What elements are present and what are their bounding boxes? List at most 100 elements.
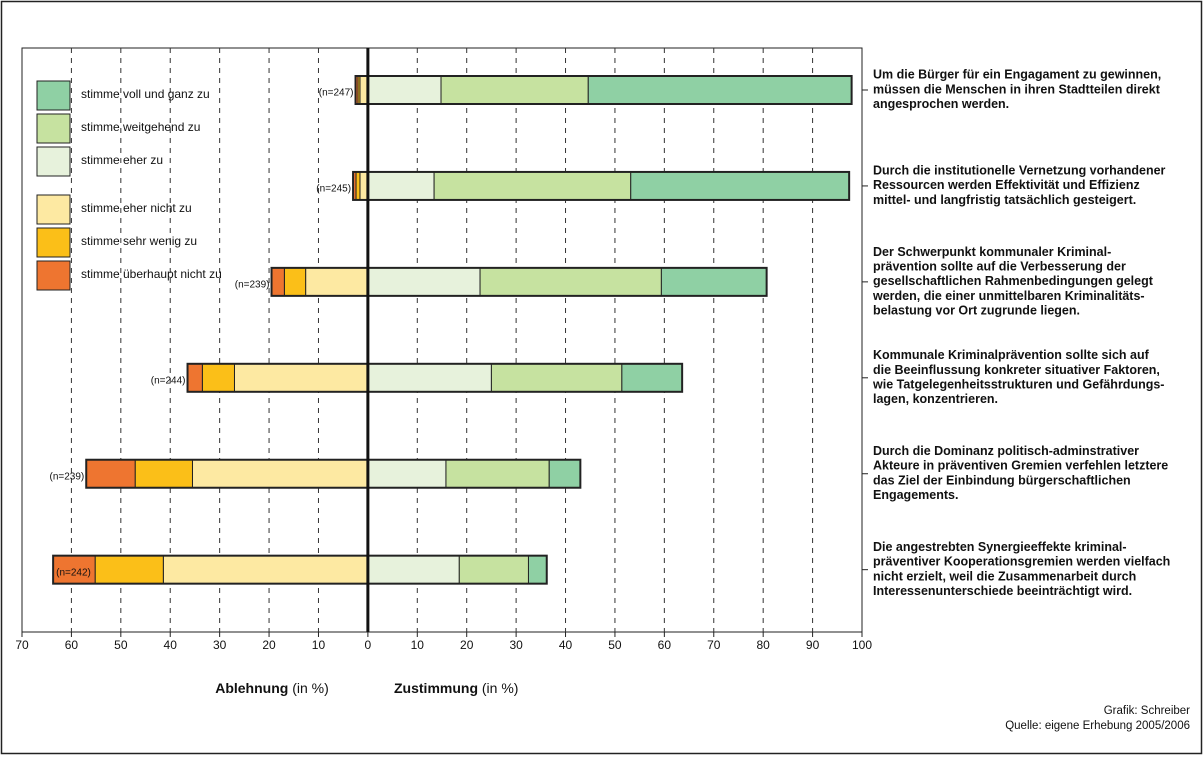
bar-segment xyxy=(94,555,164,585)
x-tick-label: 70 xyxy=(15,638,29,652)
x-label-unit: (in %) xyxy=(292,680,329,696)
x-label-negative: Ablehnung (in %) xyxy=(215,680,329,696)
legend-swatch xyxy=(36,260,71,291)
bar-segment xyxy=(587,75,853,105)
bar-segment xyxy=(367,267,481,297)
x-tick-label: 50 xyxy=(114,638,128,652)
n-label: (n=247) xyxy=(319,88,354,99)
bar-outline xyxy=(186,362,684,393)
plot-frame xyxy=(21,47,863,633)
bar-segment xyxy=(445,459,550,489)
statement-line: das Ziel der Einbindung bürgerschaftlich… xyxy=(873,473,1131,487)
bar-segment xyxy=(162,555,369,585)
n-label: (n=242) xyxy=(56,567,91,578)
bar-segment xyxy=(85,459,136,489)
statement-line: müssen die Menschen in ihren Stadtteilen… xyxy=(873,82,1161,96)
bar-outline xyxy=(354,75,853,105)
bar-segment xyxy=(52,555,96,585)
x-tick-label: 30 xyxy=(509,638,523,652)
bar-segment xyxy=(367,75,442,105)
bar-segment xyxy=(134,459,193,489)
legend-swatch xyxy=(36,80,71,111)
statement-line: lagen, konzentrieren. xyxy=(873,392,998,406)
x-tick-label: 0 xyxy=(365,638,372,652)
bar-segment xyxy=(490,363,623,393)
bar-segment xyxy=(187,363,203,393)
statement-line: prävention sollte auf die Verbesserung d… xyxy=(873,260,1126,274)
bar-segment xyxy=(367,459,447,489)
x-tick-label: 60 xyxy=(658,638,672,652)
bar-segment xyxy=(283,267,307,297)
statement-line: Um die Bürger für ein Engagament zu gewi… xyxy=(873,68,1161,82)
bar-segment xyxy=(527,555,548,585)
x-tick-label: 60 xyxy=(65,638,79,652)
credit: Quelle: eigene Erhebung 2005/2006 xyxy=(1005,720,1190,732)
statement-line: angesprochen werden. xyxy=(873,97,1009,111)
statement-line: Ressourcen werden Effektivität und Effiz… xyxy=(873,178,1140,192)
x-label-bold: Zustimmung xyxy=(394,680,478,696)
legend-swatch xyxy=(36,227,71,258)
statement-line: die Beeinflussung konkreter situativer F… xyxy=(873,363,1160,377)
bar-segment xyxy=(191,459,369,489)
bar-segment xyxy=(621,363,683,393)
legend-label: stimme voll und ganz zu xyxy=(81,87,210,101)
n-label: (n=239) xyxy=(235,280,270,291)
legend-label: stimme überhaupt nicht zu xyxy=(81,267,222,281)
bar-segment xyxy=(440,75,589,105)
x-tick-label: 70 xyxy=(707,638,721,652)
x-label-unit: (in %) xyxy=(482,680,519,696)
bar-segment xyxy=(271,267,285,297)
legend-label: stimme weitgehend zu xyxy=(81,120,200,134)
x-tick-label: 20 xyxy=(262,638,276,652)
n-label: (n=244) xyxy=(151,375,186,386)
x-tick-label: 80 xyxy=(756,638,770,652)
x-tick-label: 90 xyxy=(806,638,820,652)
statement-line: mittel- und langfristig tatsächlich gest… xyxy=(873,193,1136,207)
x-tick-label: 50 xyxy=(608,638,622,652)
x-label-bold: Ablehnung xyxy=(215,680,288,696)
legend-label: stimme eher zu xyxy=(81,153,163,167)
bar-segment xyxy=(367,171,435,201)
bar-segment xyxy=(479,267,662,297)
statement-line: Die angestrebten Synergieeffekte krimina… xyxy=(873,540,1127,554)
bar-segment xyxy=(367,555,460,585)
legend-swatch xyxy=(36,113,71,144)
statement-line: Engagements. xyxy=(873,488,958,502)
n-label: (n=239) xyxy=(49,471,84,482)
bar-segment xyxy=(355,171,361,201)
statement-line: belastung vor Ort zugrunde liegen. xyxy=(873,303,1080,317)
statement-line: Durch die Dominanz politisch-adminstrati… xyxy=(873,444,1139,458)
x-tick-label: 10 xyxy=(312,638,326,652)
statement-line: präventiver Kooperationsgremien werden v… xyxy=(873,555,1170,569)
statement-line: Durch die institutionelle Vernetzung vor… xyxy=(873,164,1166,178)
bar-segment xyxy=(660,267,768,297)
credit: Grafik: Schreiber xyxy=(1104,705,1190,717)
statement-line: Interessenunterschiede beeinträchtigt wi… xyxy=(873,584,1132,598)
bar-outline xyxy=(52,554,548,585)
statement-line: nicht erzielt, weil die Zusammenarbeit d… xyxy=(873,569,1136,583)
statement-line: werden, die einer unmittelbaren Kriminal… xyxy=(872,289,1145,303)
bar-outline xyxy=(352,170,851,201)
legend-label: stimme sehr wenig zu xyxy=(81,234,197,248)
legend-label: stimme eher nicht zu xyxy=(81,201,192,215)
statement-line: gesellschaftlichen Rahmenbedingungen gel… xyxy=(873,274,1154,288)
bar-segment xyxy=(433,171,632,201)
x-tick-label: 40 xyxy=(164,638,178,652)
bar-outline xyxy=(270,266,768,297)
bar-outline xyxy=(85,458,582,489)
x-tick-label: 40 xyxy=(559,638,573,652)
statement-line: Akteure in präventiven Gremien verfehlen… xyxy=(873,459,1168,473)
x-label-positive: Zustimmung (in %) xyxy=(394,680,518,696)
statement-line: Der Schwerpunkt kommunaler Kriminal- xyxy=(873,245,1111,259)
bar-segment xyxy=(458,555,529,585)
bar-segment xyxy=(233,363,369,393)
x-tick-label: 10 xyxy=(411,638,425,652)
x-tick-label: 100 xyxy=(852,638,872,652)
bar-segment xyxy=(630,171,850,201)
bar-segment xyxy=(548,459,581,489)
n-label: (n=245) xyxy=(316,184,351,195)
bar-segment xyxy=(201,363,235,393)
bar-segment xyxy=(305,267,369,297)
